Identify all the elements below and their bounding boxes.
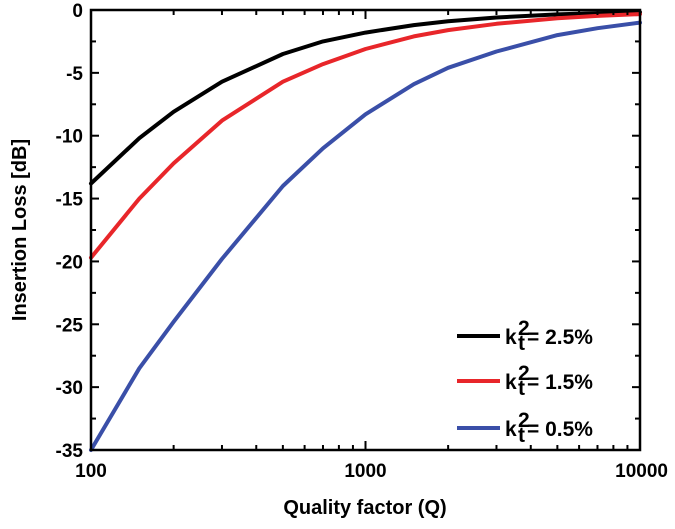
legend-label-tail: = 0.5% <box>527 418 593 441</box>
y-tick-label: -30 <box>56 378 83 399</box>
series-line-1 <box>89 12 642 260</box>
y-tick-label: -15 <box>56 190 84 211</box>
legend-label: k <box>505 326 517 349</box>
legend-item-1: k 2t = 1.5% <box>457 362 593 400</box>
legend-item-2: k 2t = 0.5% <box>457 409 593 447</box>
legend-label-tail: = 1.5% <box>527 371 593 394</box>
legend-label-sub: t <box>518 424 525 447</box>
series-line-2 <box>89 20 642 452</box>
x-tick-label: 1000 <box>344 461 386 482</box>
y-tick-label: -10 <box>56 127 83 148</box>
x-tick-labels: 100 1000 10000 <box>75 461 668 482</box>
legend-label-sup: 2 <box>518 362 530 385</box>
x-tick-label: 10000 <box>615 461 668 482</box>
axis-ticks <box>90 9 641 451</box>
legend-label-sub: t <box>518 377 525 400</box>
legend-item-0: k 2t = 2.5% <box>457 317 593 355</box>
y-tick-label: -25 <box>56 315 84 336</box>
legend-label-tail: = 2.5% <box>527 326 593 349</box>
series-line-0 <box>89 10 642 186</box>
y-tick-labels: 0 -5 -10 -15 -20 -25 -30 -35 <box>56 1 84 462</box>
y-tick-label: -35 <box>56 441 84 462</box>
y-tick-label: 0 <box>72 1 83 22</box>
legend-label: k <box>505 371 517 394</box>
x-tick-label: 100 <box>75 461 107 482</box>
legend-label-sub: t <box>518 332 525 355</box>
legend-label: k <box>505 418 517 441</box>
y-tick-label: -20 <box>56 252 83 273</box>
y-axis-title: Insertion Loss [dB] <box>9 139 31 321</box>
x-axis-title: Quality factor (Q) <box>283 497 446 519</box>
legend: k 2t = 2.5%k 2t = 1.5%k 2t = 0.5% <box>457 317 593 447</box>
legend-label-sup: 2 <box>518 317 530 340</box>
y-tick-label: -5 <box>66 64 83 85</box>
legend-label-sup: 2 <box>518 409 530 432</box>
